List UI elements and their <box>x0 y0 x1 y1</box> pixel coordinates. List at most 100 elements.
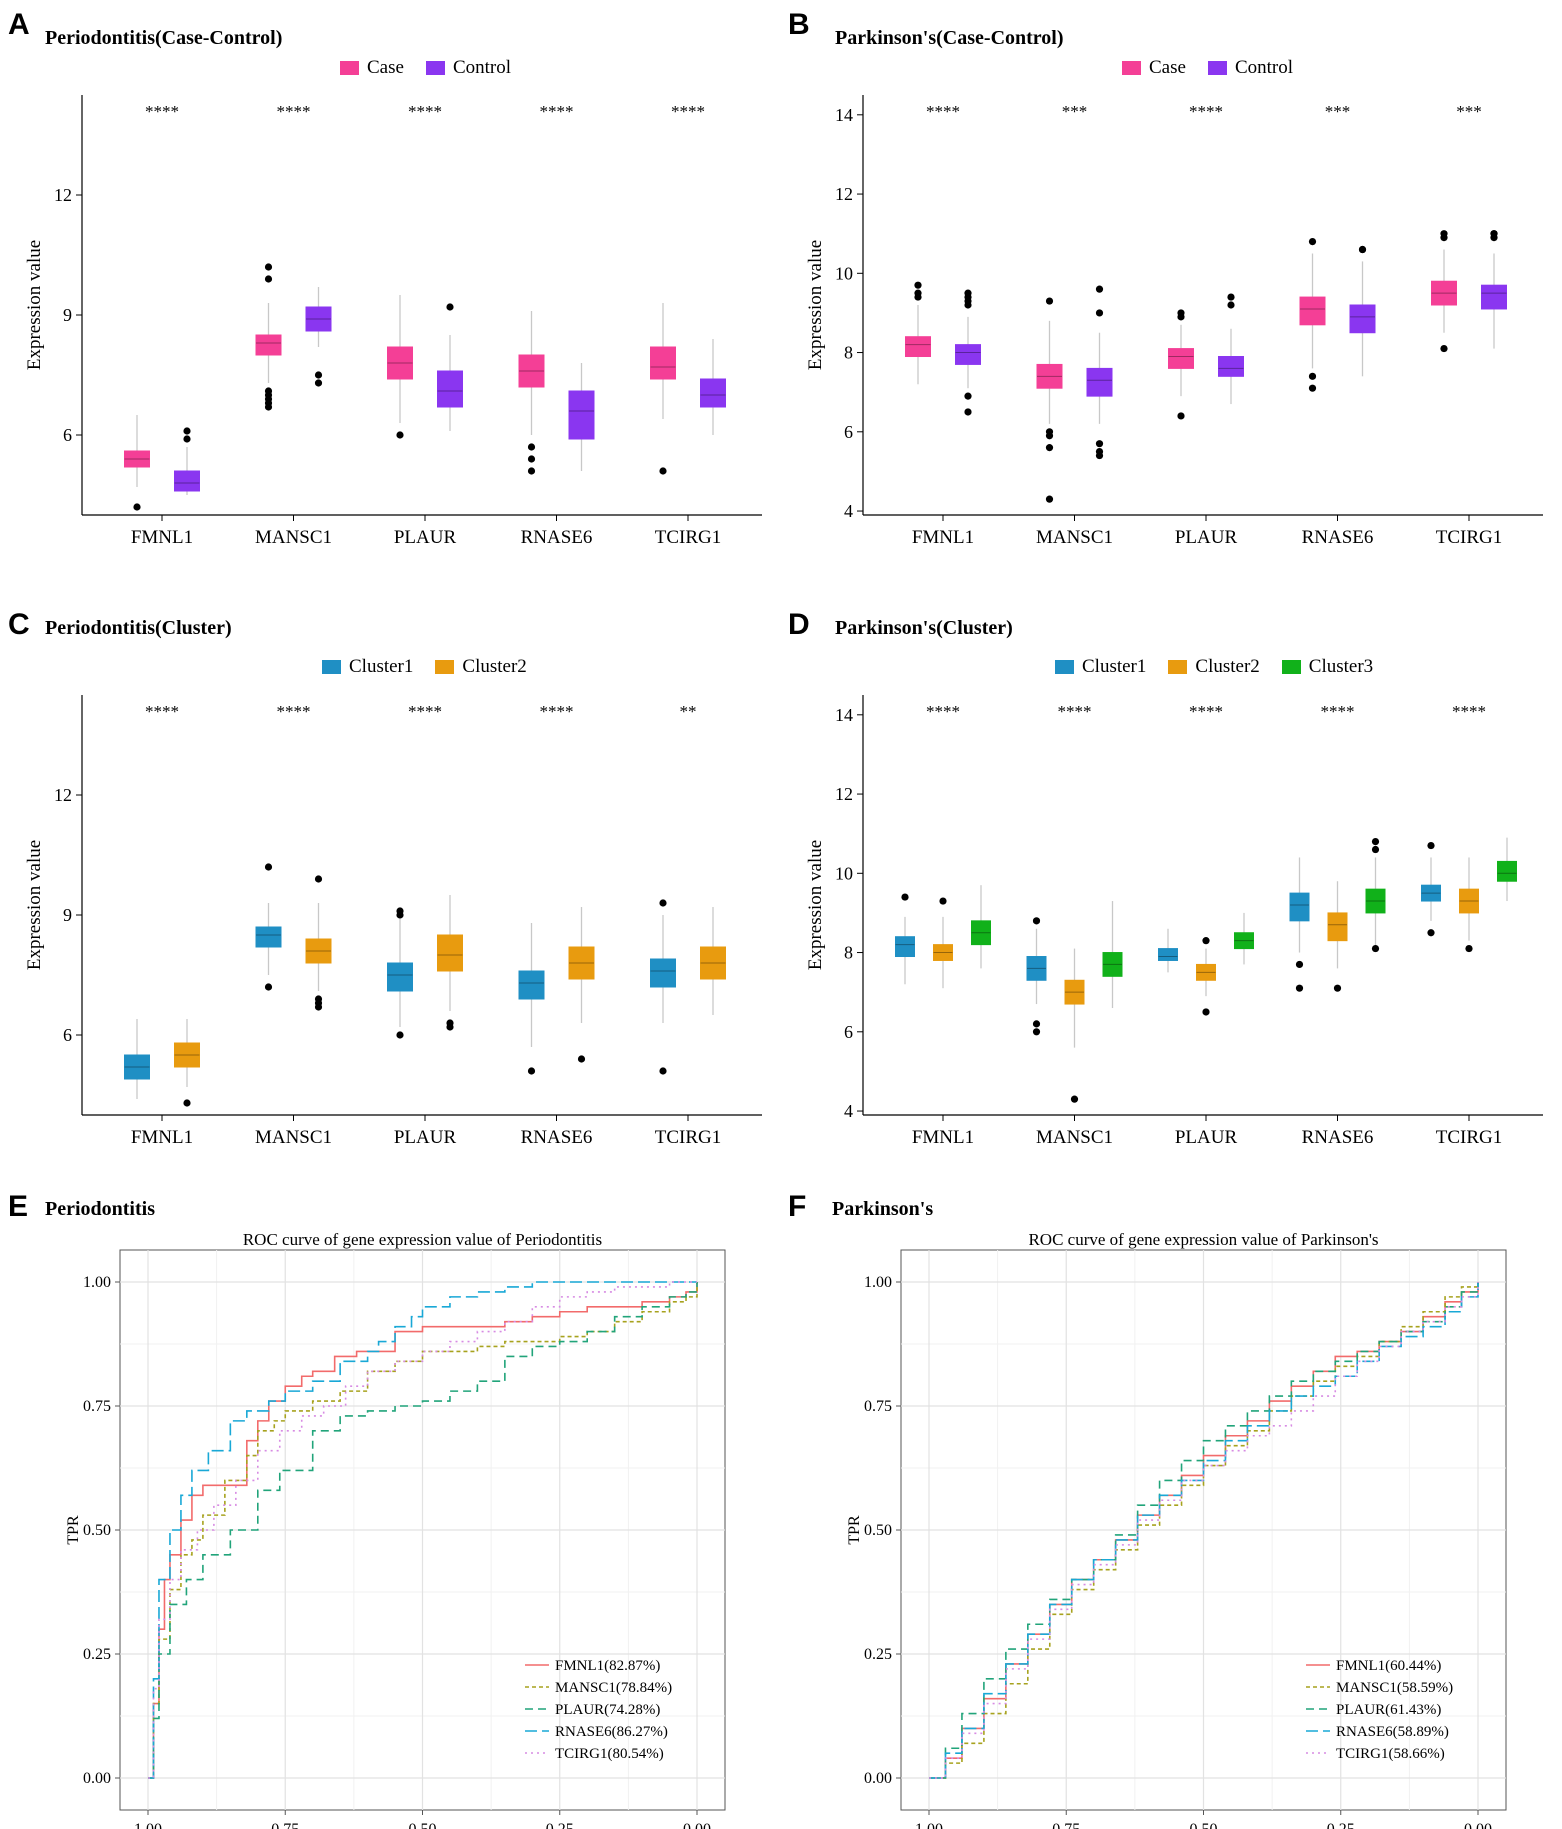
box <box>700 378 726 408</box>
outlier-point <box>1045 428 1054 436</box>
x-tick-label: PLAUR <box>1175 1127 1238 1148</box>
x-tick-label: FMNL1 <box>131 527 193 548</box>
legend: Case Control <box>340 57 511 79</box>
y-tick-label: 10 <box>835 263 853 283</box>
panel-title: Periodontitis(Cluster) <box>45 617 232 639</box>
legend-swatch <box>1281 660 1301 674</box>
outlier-point <box>1358 245 1367 254</box>
outlier-point <box>1177 309 1185 317</box>
box <box>1234 932 1254 950</box>
significance-label: **** <box>540 702 574 721</box>
x-tick-label: 0.25 <box>1327 1821 1355 1829</box>
outlier-point <box>183 1099 191 1107</box>
y-axis-title: Expression value <box>24 840 45 970</box>
outlier-point <box>527 443 536 451</box>
box <box>518 970 545 1000</box>
outlier-point <box>314 995 323 1003</box>
outlier-point <box>1202 937 1210 945</box>
box <box>387 962 413 992</box>
y-tick-label: 10 <box>835 863 853 883</box>
significance-label: **** <box>1321 702 1355 721</box>
outlier-point <box>1227 301 1235 309</box>
significance-label: **** <box>1189 702 1223 721</box>
y-tick-label: 12 <box>54 785 72 805</box>
outlier-point <box>964 289 972 297</box>
boxplot-chart: 4 6 8 10 12 14 Expression value FMNL1 **** MANSC1… <box>805 695 1543 1148</box>
box <box>1459 888 1479 914</box>
box <box>124 450 150 468</box>
legend: Case Control <box>1122 57 1293 79</box>
outlier-point <box>1427 929 1435 937</box>
y-tick-label: 1.00 <box>83 1274 111 1291</box>
outlier-point <box>659 467 667 475</box>
legend-label: TCIRG1(80.54%) <box>555 1746 664 1762</box>
legend-label: Cluster1 <box>349 656 414 677</box>
legend-swatch <box>1207 61 1227 75</box>
outlier-point <box>527 455 536 463</box>
legend-item: Control <box>1207 57 1293 79</box>
significance-label: *** <box>1325 102 1351 121</box>
significance-label: **** <box>671 102 705 121</box>
x-tick-label: MANSC1 <box>1036 527 1113 548</box>
outlier-point <box>264 387 273 395</box>
chart-title: ROC curve of gene expression value of Pe… <box>243 1230 602 1249</box>
legend-swatch <box>340 61 359 75</box>
outlier-point <box>396 907 404 915</box>
roc-curve <box>148 1282 698 1779</box>
outlier-point <box>1095 448 1104 456</box>
legend-label: PLAUR(74.28%) <box>555 1702 660 1718</box>
significance-label: **** <box>1452 702 1486 721</box>
outlier-point <box>1371 838 1380 846</box>
outlier-point <box>396 1031 404 1039</box>
outlier-point <box>659 899 667 907</box>
y-tick-label: 0.25 <box>864 1646 892 1663</box>
outlier-point <box>1427 841 1435 850</box>
outlier-point <box>1465 944 1473 953</box>
legend-label: FMNL1(60.44%) <box>1336 1658 1441 1674</box>
box <box>568 946 595 980</box>
y-tick-label: 4 <box>844 501 853 521</box>
y-tick-label: 6 <box>844 422 853 442</box>
panel-letter: F <box>788 1190 807 1223</box>
x-tick-label: 0.50 <box>409 1821 437 1829</box>
outlier-point <box>1227 293 1235 301</box>
x-tick-label: 0.25 <box>546 1821 574 1829</box>
box <box>1026 956 1047 981</box>
box <box>1036 363 1063 389</box>
outlier-point <box>133 503 141 511</box>
x-tick-label: TCIRG1 <box>655 527 722 548</box>
x-tick-label: FMNL1 <box>912 1127 974 1148</box>
outlier-point <box>1032 1028 1041 1036</box>
box <box>174 470 200 492</box>
y-axis-title: Expression value <box>805 240 826 370</box>
outlier-point <box>1295 984 1304 992</box>
outlier-point <box>314 379 323 387</box>
legend-label: RNASE6(86.27%) <box>555 1724 668 1740</box>
y-tick-label: 8 <box>844 943 853 963</box>
roc-curve <box>148 1281 697 1779</box>
y-tick-label: 0.25 <box>83 1646 111 1663</box>
y-tick-label: 6 <box>63 425 72 445</box>
outlier-point <box>964 392 972 400</box>
x-tick-label: 0.00 <box>683 1821 711 1829</box>
outlier-point <box>1032 917 1041 925</box>
box <box>1289 892 1310 922</box>
outlier-point <box>1177 412 1185 420</box>
significance-label: **** <box>408 102 442 121</box>
legend-label: Cluster3 <box>1308 656 1374 677</box>
box <box>124 1054 150 1080</box>
legend-label: RNASE6(58.89%) <box>1336 1724 1449 1740</box>
outlier-point <box>939 897 947 905</box>
chart-title: ROC curve of gene expression value of Pa… <box>1028 1230 1378 1249</box>
legend-label: Control <box>1234 57 1293 78</box>
outlier-point <box>264 863 273 871</box>
panel-letter: A <box>8 8 30 41</box>
y-tick-label: 0.50 <box>83 1522 111 1539</box>
outlier-point <box>901 893 909 901</box>
outlier-point <box>1045 495 1054 503</box>
x-tick-label: FMNL1 <box>131 1127 193 1148</box>
legend-swatch <box>435 660 455 674</box>
outlier-point <box>1045 297 1054 305</box>
y-tick-label: 4 <box>844 1101 853 1121</box>
significance-label: **** <box>145 102 179 121</box>
